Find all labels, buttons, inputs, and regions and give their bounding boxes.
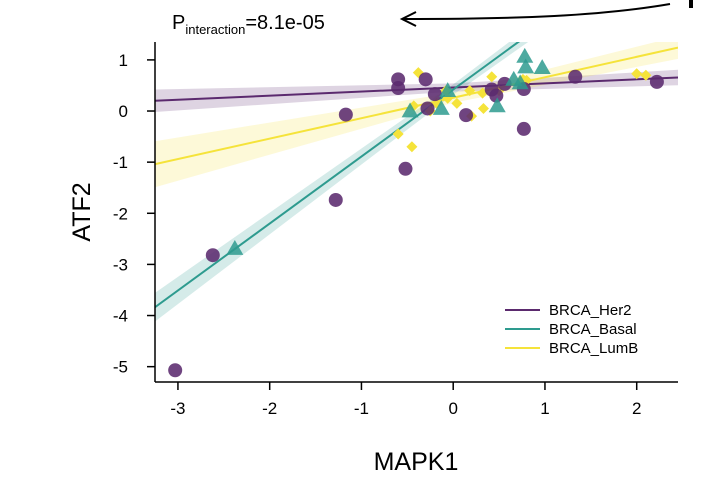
y-tick-label: 1 (119, 51, 128, 70)
brca-basal-point (226, 240, 244, 255)
annotation-arrow (403, 3, 671, 20)
brca-basal-point (533, 59, 551, 74)
brca-her2-point (516, 121, 531, 136)
x-tick-label: 2 (632, 399, 641, 418)
x-tick-label: -2 (262, 399, 277, 418)
brca-her2-point (168, 363, 183, 378)
legend-label: BRCA_LumB (549, 340, 638, 357)
y-tick-label: -4 (113, 307, 128, 326)
brca-lumb-point (631, 68, 643, 80)
brca-her2-point (568, 69, 583, 84)
brca-basal-point (511, 74, 529, 90)
x-tick-label: -1 (354, 399, 369, 418)
brca-basal-point (517, 58, 535, 74)
brca-lumb-point (477, 102, 489, 114)
brca-basal-point (488, 97, 506, 113)
confidence-band-brca-her2 (155, 69, 678, 112)
x-tick-label: 0 (448, 399, 457, 418)
brca-her2-point (459, 108, 474, 123)
legend: BRCA_Her2 BRCA_Basal BRCA_LumB (505, 302, 638, 357)
brca-basal-point (432, 99, 450, 115)
y-tick-label: -2 (113, 204, 128, 223)
brca-lumb-point (464, 85, 476, 97)
y-tick-label: -1 (113, 153, 128, 172)
brca-lumb-point (451, 97, 463, 109)
fit-line-brca-her2 (155, 76, 678, 102)
annotation-marker (689, 0, 693, 8)
y-axis-ticks: 1 0 -1 -2 -3 -4 -5 (113, 51, 155, 377)
legend-label: BRCA_Her2 (549, 302, 632, 319)
x-axis-ticks: -3 -2 -1 0 1 2 (170, 382, 641, 418)
brca-her2-point (328, 192, 343, 207)
brca-lumb-point (640, 69, 652, 81)
x-tick-label: -3 (170, 399, 185, 418)
brca-lumb-point (392, 128, 404, 140)
brca-her2-point (489, 88, 504, 103)
annotation-arrowhead (399, 11, 417, 27)
brca-her2-point (418, 72, 433, 87)
brca-her2-point (649, 74, 664, 89)
confidence-band-brca-lumb (155, 42, 678, 188)
brca-her2-point (398, 161, 413, 176)
confidence-bands (155, 42, 678, 322)
y-tick-label: -5 (113, 358, 128, 377)
brca-basal-point (516, 47, 534, 63)
brca-her2-point (391, 81, 406, 96)
y-tick-label: -3 (113, 255, 128, 274)
y-axis-title: ATF2 (68, 182, 96, 241)
interaction-p-value: Pinteraction=8.1e-05 (172, 12, 325, 37)
brca-basal-point (401, 102, 419, 118)
x-axis-title: MAPK1 (374, 448, 459, 476)
x-tick-label: 1 (540, 399, 549, 418)
legend-label: BRCA_Basal (549, 321, 637, 338)
brca-basal-point (439, 82, 457, 97)
brca-her2-point (497, 76, 512, 91)
brca-her2-point (338, 107, 353, 122)
brca-her2-point (420, 101, 435, 116)
data-points (168, 47, 664, 378)
brca-her2-point (427, 87, 442, 102)
brca-lumb-point (486, 71, 498, 83)
y-tick-label: 0 (119, 102, 128, 121)
brca-her2-point (205, 248, 220, 263)
brca-lumb-point (406, 141, 418, 153)
